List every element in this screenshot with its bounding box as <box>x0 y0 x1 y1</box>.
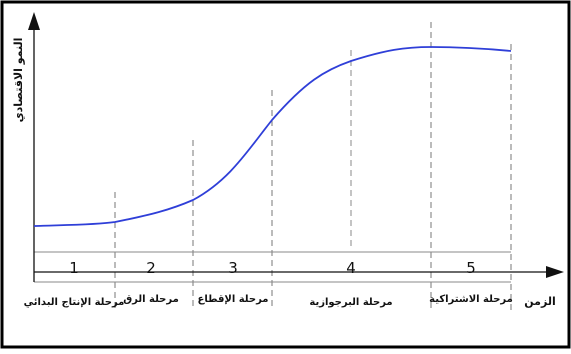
stage-label-4: مرحلة البرجوازية <box>309 297 392 308</box>
y-axis-label: النمو الاقتصادي <box>12 38 25 123</box>
stage-label-2: مرحلة الرق <box>123 294 179 305</box>
y-axis-arrowhead <box>28 12 40 30</box>
stage-number-5: 5 <box>466 259 476 277</box>
growth-curve <box>33 46 512 227</box>
stage-number-2: 2 <box>146 259 156 277</box>
x-axis-arrowhead <box>546 266 564 278</box>
stage-number-3: 3 <box>228 259 238 277</box>
stage-label-5: مرحلة الاشتراكية <box>429 294 513 305</box>
x-axis-label: الزمن <box>524 295 555 308</box>
stage-number-1: 1 <box>69 259 79 277</box>
stage-number-4: 4 <box>346 259 356 277</box>
stage-label-1: مرحلة الإنتاج البدائي <box>24 297 125 308</box>
stage-label-3: مرحلة الإقطاع <box>198 294 269 305</box>
